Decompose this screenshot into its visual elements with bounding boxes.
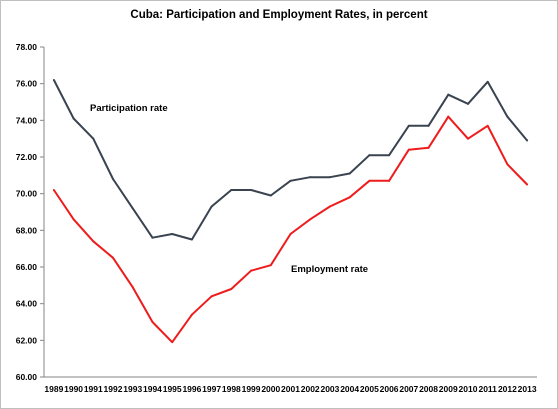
x-tick-label: 2012 [498, 384, 517, 394]
data-point [210, 205, 213, 208]
x-tick-label: 2004 [340, 384, 359, 394]
data-point [447, 115, 450, 118]
x-tick-label: 1990 [64, 384, 83, 394]
data-point [309, 176, 312, 179]
data-point [190, 238, 193, 241]
data-point [230, 288, 233, 290]
data-point [486, 80, 489, 83]
series-label-participation: Participation rate [90, 103, 168, 114]
x-tick-label: 2000 [261, 384, 280, 394]
data-point [92, 240, 95, 243]
x-tick-label: 2007 [399, 384, 418, 394]
data-point [328, 176, 331, 179]
series-label-employment: Employment rate [291, 264, 368, 275]
data-point [112, 256, 115, 259]
data-point [368, 154, 371, 157]
data-point [388, 154, 391, 157]
chart-title: Cuba: Participation and Employment Rates… [130, 9, 428, 21]
x-tick-label: 1994 [143, 384, 162, 394]
y-tick-label: 68.00 [16, 225, 38, 235]
data-point [368, 179, 371, 182]
data-point [72, 218, 75, 221]
x-tick-label: 1989 [44, 384, 63, 394]
x-tick-label: 2003 [320, 384, 339, 394]
y-tick-label: 72.00 [16, 152, 38, 162]
data-point [526, 139, 529, 142]
data-point [447, 93, 450, 96]
x-tick-label: 2011 [478, 384, 497, 394]
data-point [52, 79, 55, 81]
data-point [348, 196, 351, 199]
data-point [407, 124, 410, 127]
y-tick-label: 60.00 [16, 372, 38, 382]
data-point [151, 236, 154, 239]
x-tick-label: 1997 [202, 384, 221, 394]
data-point [151, 321, 154, 323]
y-tick-labels: 60.00 62.00 64.00 66.00 68.00 70.00 72.00 74.00… [16, 42, 38, 382]
data-point [269, 264, 272, 267]
series-layer [52, 79, 529, 344]
x-tick-label: 2008 [419, 384, 438, 394]
employment-rate-line [53, 115, 528, 344]
data-point [131, 286, 134, 289]
data-point [526, 183, 529, 186]
data-point [269, 194, 272, 197]
data-point [171, 341, 174, 344]
y-tick-label: 76.00 [16, 79, 38, 89]
data-point [506, 163, 509, 166]
data-point [112, 178, 115, 180]
data-point [407, 148, 410, 151]
x-tick-labels: 1989 1990 1991 1992 1993 1994 1995 1996 1997 1998… [44, 384, 536, 394]
x-tick-label: 1992 [104, 384, 123, 394]
data-point [506, 115, 509, 118]
x-tick-label: 2005 [360, 384, 379, 394]
data-point [52, 189, 55, 191]
data-point [348, 172, 351, 175]
data-point [230, 189, 233, 191]
x-tick-label: 1998 [222, 384, 241, 394]
data-point [131, 207, 134, 210]
data-point [427, 124, 430, 127]
data-point [328, 205, 331, 208]
x-tick-label: 1995 [163, 384, 182, 394]
data-point [250, 189, 253, 191]
x-tick-label: 2006 [380, 384, 399, 394]
x-tick-label: 2009 [439, 384, 458, 394]
data-point [427, 146, 430, 149]
x-tick-label: 2010 [459, 384, 478, 394]
data-point [466, 102, 469, 105]
data-point [388, 179, 391, 182]
x-tick-label: 2001 [281, 384, 300, 394]
x-tick-label: 1991 [84, 384, 103, 394]
x-tick-label: 2013 [518, 384, 537, 394]
data-point [210, 295, 213, 298]
data-point [92, 137, 95, 140]
data-point [466, 137, 469, 140]
data-point [289, 179, 292, 182]
data-point [486, 124, 489, 127]
x-tick-label: 1999 [242, 384, 261, 394]
x-tick-label: 1996 [182, 384, 201, 394]
x-tick-label: 1993 [123, 384, 142, 394]
data-point [190, 313, 193, 316]
y-tick-label: 62.00 [16, 335, 38, 345]
data-point [171, 233, 174, 235]
y-tick-label: 66.00 [16, 262, 38, 272]
y-tick-label: 70.00 [16, 189, 38, 199]
data-point [250, 269, 253, 272]
y-tick-label: 64.00 [16, 299, 38, 309]
y-tick-label: 74.00 [16, 115, 38, 125]
data-point [72, 117, 75, 120]
axes [40, 46, 537, 378]
data-point [289, 233, 292, 235]
data-point [309, 218, 312, 221]
y-tick-label: 78.00 [16, 42, 38, 52]
x-tick-label: 2002 [301, 384, 320, 394]
